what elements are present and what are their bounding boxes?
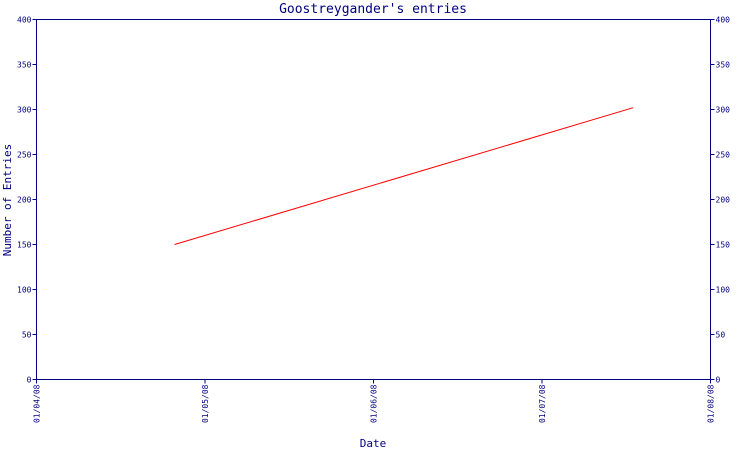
series-layer (174, 107, 634, 245)
x-tick-label: 01/06/08 (370, 384, 379, 423)
y-tick-label-left: 400 (17, 16, 32, 25)
y-tick-label-left: 150 (17, 241, 32, 250)
y-tick-label-left: 100 (17, 286, 32, 295)
y-tick-label-right: 250 (716, 151, 731, 160)
y-tick-label-right: 0 (716, 376, 721, 385)
y-tick-label-left: 0 (27, 376, 32, 385)
y-tick-label-left: 250 (17, 151, 32, 160)
x-axis: 01/04/08 01/05/08 01/06/08 01/07/08 01/08/08 (33, 379, 716, 423)
y-tick-label-right: 350 (716, 61, 731, 70)
y-axis-title: Number of Entries (1, 144, 14, 257)
y-tick-label-left: 50 (22, 331, 32, 340)
x-axis-title: Date (360, 437, 387, 450)
x-tick-label: 01/05/08 (201, 384, 210, 423)
series-line-0 (174, 107, 634, 245)
plot-frame (36, 19, 711, 380)
y-tick-label-right: 300 (716, 106, 731, 115)
y-tick-label-right: 400 (716, 16, 731, 25)
y-tick-label-left: 300 (17, 106, 32, 115)
y-tick-label-right: 50 (716, 331, 726, 340)
y-tick-label-right: 200 (716, 196, 731, 205)
right-y-axis: 0 50 100 150 200 250 300 350 400 (710, 16, 731, 385)
left-y-axis: 0 50 100 150 200 250 300 350 400 (17, 16, 37, 385)
x-tick-label: 01/07/08 (538, 384, 547, 423)
y-tick-label-left: 350 (17, 61, 32, 70)
y-tick-label-right: 150 (716, 241, 731, 250)
y-tick-label-right: 100 (716, 286, 731, 295)
y-tick-label-left: 200 (17, 196, 32, 205)
x-tick-label: 01/08/08 (707, 384, 716, 423)
x-tick-label: 01/04/08 (33, 384, 42, 423)
chart-title: Goostreygander's entries (279, 2, 467, 17)
